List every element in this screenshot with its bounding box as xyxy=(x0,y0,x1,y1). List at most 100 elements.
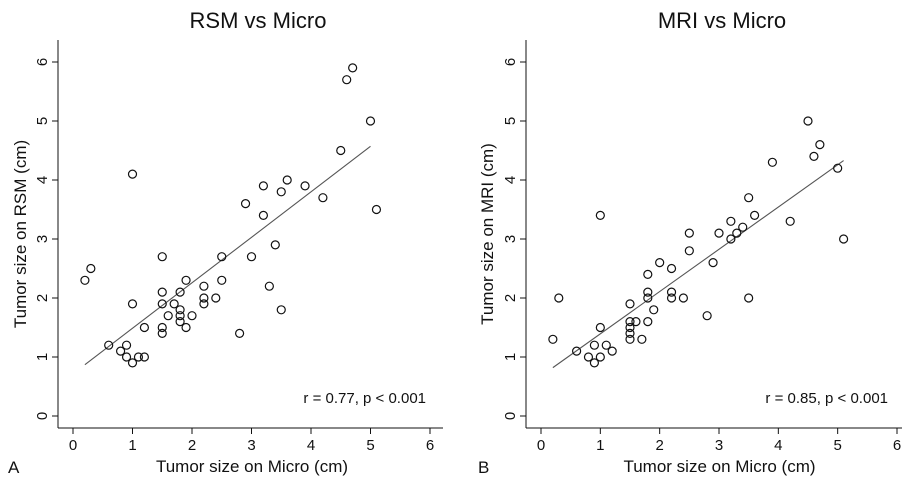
data-point xyxy=(625,317,635,327)
data-point xyxy=(127,169,138,179)
regression-line xyxy=(84,145,371,366)
data-point xyxy=(264,281,274,291)
data-point xyxy=(744,293,754,303)
data-point xyxy=(554,293,564,303)
data-point xyxy=(282,175,292,185)
data-point xyxy=(336,145,346,156)
y-tick-label: 2 xyxy=(502,294,519,302)
data-point xyxy=(181,322,191,333)
y-axis-label: Tumor size on MRI (cm) xyxy=(478,143,497,325)
data-point xyxy=(181,275,191,285)
data-point xyxy=(258,181,268,191)
data-point xyxy=(583,352,594,362)
chart-panel-b: MRI vs Micro 0 1 2 3 4 5 6 0 1 2 3 4 5 6 Tumor size on … xyxy=(478,8,902,477)
y-tick-label: 3 xyxy=(502,235,519,243)
data-point xyxy=(121,340,132,350)
data-point xyxy=(157,287,167,297)
data-point xyxy=(655,258,665,268)
data-point xyxy=(643,287,653,297)
stats-annotation: r = 0.85, p < 0.001 xyxy=(765,390,888,407)
data-point xyxy=(169,299,179,309)
data-point xyxy=(104,340,114,350)
data-point xyxy=(571,346,582,356)
y-tick-label: 4 xyxy=(34,176,51,184)
data-point xyxy=(139,322,149,333)
y-tick-label: 5 xyxy=(502,117,519,125)
y-axis-label: Tumor size on RSM (cm) xyxy=(11,140,30,328)
stats-annotation: r = 0.77, p < 0.001 xyxy=(303,390,426,407)
data-point xyxy=(732,228,742,238)
data-point xyxy=(548,334,558,344)
data-point xyxy=(211,293,221,303)
data-point xyxy=(157,299,167,309)
data-point xyxy=(187,311,197,321)
data-point xyxy=(157,252,167,262)
data-point xyxy=(121,352,132,362)
chart-title: RSM vs Micro xyxy=(190,8,327,33)
panel-letter: B xyxy=(478,458,489,477)
data-point xyxy=(127,299,138,309)
data-point xyxy=(175,311,185,321)
data-point xyxy=(175,305,185,315)
data-point xyxy=(235,328,245,338)
y-tick-label: 6 xyxy=(34,58,51,66)
data-point xyxy=(684,228,694,238)
y-tick-label: 4 xyxy=(502,176,519,184)
data-point xyxy=(217,275,227,285)
data-point xyxy=(276,305,286,315)
data-point xyxy=(115,346,126,356)
x-tick-label: 5 xyxy=(366,437,374,454)
chart-panel-a: RSM vs Micro 0 1 2 3 4 5 6 0 1 2 3 4 5 6 Tumor size on … xyxy=(8,8,443,477)
data-point xyxy=(595,352,605,362)
x-tick-label: 1 xyxy=(128,437,136,454)
data-point xyxy=(199,299,209,309)
data-point xyxy=(803,116,813,126)
chart-title: MRI vs Micro xyxy=(658,8,786,33)
y-tick-label: 1 xyxy=(502,353,519,361)
x-axis-label: Tumor size on Micro (cm) xyxy=(623,457,815,476)
data-point xyxy=(631,317,641,327)
data-point xyxy=(127,358,138,368)
data-point xyxy=(726,234,736,244)
x-tick-label: 6 xyxy=(893,437,901,454)
data-point xyxy=(139,352,149,362)
data-point xyxy=(595,210,605,220)
data-point xyxy=(86,263,96,274)
data-point xyxy=(595,322,605,333)
y-tick-label: 5 xyxy=(34,117,51,125)
data-point xyxy=(175,287,185,297)
y-tick-label: 1 xyxy=(34,353,51,361)
data-point xyxy=(666,287,677,297)
y-tick-label: 6 xyxy=(502,58,519,66)
x-tick-label: 2 xyxy=(655,437,663,454)
regression-line xyxy=(552,160,844,369)
data-point xyxy=(300,181,310,191)
x-tick-label: 5 xyxy=(833,437,841,454)
data-point xyxy=(726,216,736,226)
data-point xyxy=(199,281,209,291)
x-tick-label: 3 xyxy=(247,437,255,454)
x-axis-label: Tumor size on Micro (cm) xyxy=(156,457,348,476)
data-point xyxy=(163,311,173,321)
data-point xyxy=(157,328,167,338)
y-tick-label: 3 xyxy=(34,235,51,243)
data-point xyxy=(589,340,600,350)
data-point xyxy=(714,228,724,238)
x-tick-label: 3 xyxy=(715,437,723,454)
data-point xyxy=(702,311,712,321)
data-point xyxy=(258,210,268,220)
data-point xyxy=(348,63,358,73)
data-point xyxy=(637,334,647,344)
data-point xyxy=(157,322,167,333)
data-point xyxy=(649,305,659,315)
data-point xyxy=(625,328,635,338)
x-tick-label: 1 xyxy=(596,437,604,454)
panel-letter: A xyxy=(8,458,20,477)
data-point xyxy=(276,187,286,197)
x-tick-label: 4 xyxy=(774,437,782,454)
data-point xyxy=(625,322,635,333)
data-point xyxy=(270,240,280,250)
y-tick-label: 2 xyxy=(34,294,51,302)
